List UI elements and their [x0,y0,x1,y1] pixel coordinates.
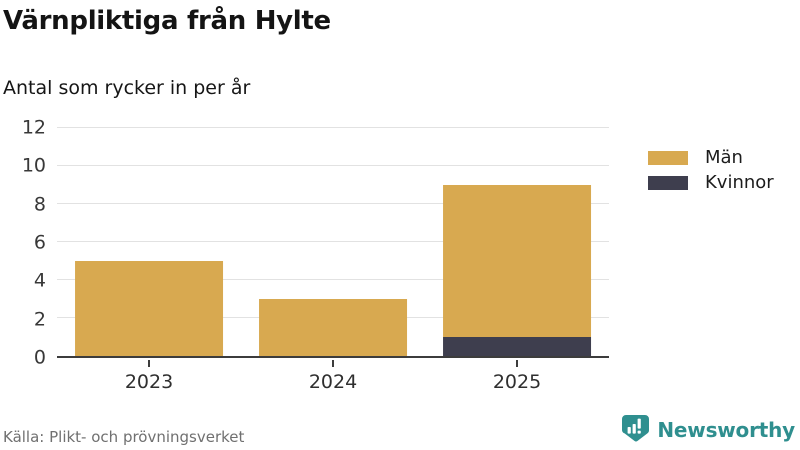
y-tick-label: 4 [33,269,46,292]
y-tick-label: 6 [33,231,46,254]
y-tick-label: 12 [21,116,46,139]
x-tick [148,360,150,367]
plot-area [57,127,609,358]
x-tick-label: 2024 [308,371,358,393]
chart-subtitle: Antal som rycker in per år [3,77,251,99]
newsworthy-logo[interactable]: Newsworthy [621,414,795,445]
gridline [57,127,609,128]
y-tick-label: 2 [33,308,46,331]
chart-title: Värnpliktiga från Hylte [3,6,331,36]
legend-swatch-kvinnor [648,175,688,190]
bar-segment-kvinnor-2025[interactable] [443,337,591,356]
x-tick-label: 2025 [492,371,542,393]
bar-segment-män-2024[interactable] [259,299,407,356]
legend-item-män[interactable]: Män [648,147,774,168]
x-axis: 2023 2024 2025 [57,360,609,400]
y-axis: 0 2 4 6 8 10 12 [0,118,46,367]
bar-2024[interactable] [259,128,407,356]
bar-2023[interactable] [75,128,223,356]
gridline [57,203,609,205]
y-tick-label: 8 [33,193,46,216]
y-tick-label: 0 [33,346,46,369]
source-note: Källa: Plikt- och prövningsverket [3,428,245,446]
gridline [57,165,609,166]
bar-segment-män-2023[interactable] [75,261,223,356]
legend-item-kvinnor[interactable]: Kvinnor [648,172,774,193]
y-tick-label: 10 [21,154,46,177]
x-tick [332,360,334,367]
gridline [57,279,609,281]
bar-2025[interactable] [443,128,591,356]
legend-label-kvinnor: Kvinnor [705,171,774,193]
legend-label-män: Män [705,146,743,168]
legend: Män Kvinnor [648,147,774,197]
x-tick [516,360,518,367]
newsworthy-bar-chart-bubble-icon [622,415,650,442]
gridline [57,241,609,242]
newsworthy-wordmark: Newsworthy [657,417,795,442]
legend-swatch-män [648,150,688,165]
bar-segment-män-2025[interactable] [443,185,591,338]
x-tick-label: 2023 [124,371,174,393]
